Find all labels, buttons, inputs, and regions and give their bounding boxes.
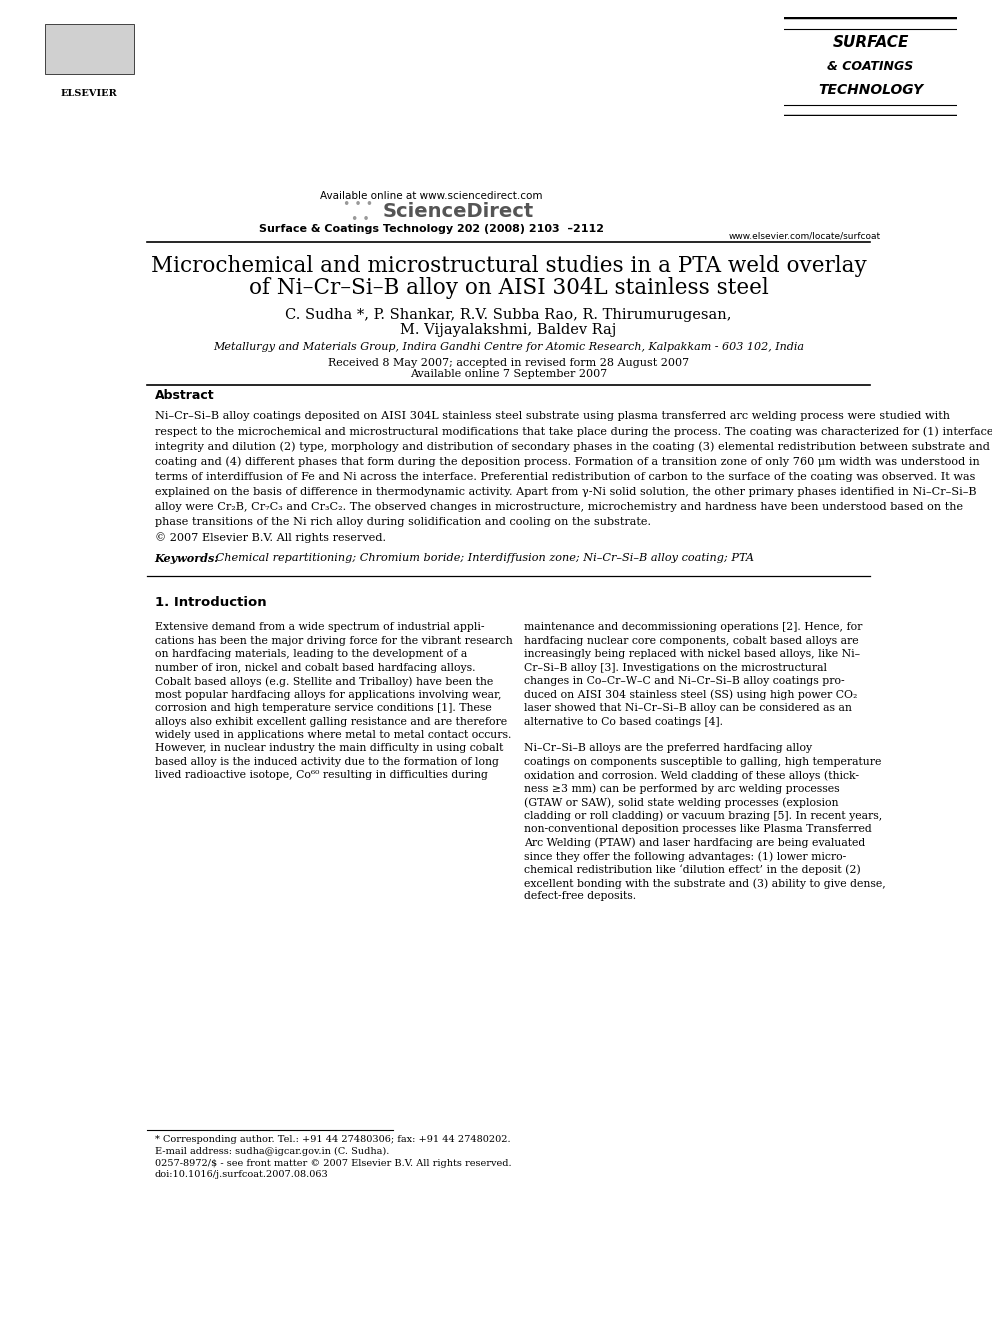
Text: E-mail address: sudha@igcar.gov.in (C. Sudha).: E-mail address: sudha@igcar.gov.in (C. S…	[155, 1147, 389, 1156]
Text: terms of interdiffusion of Fe and Ni across the interface. Preferential redistri: terms of interdiffusion of Fe and Ni acr…	[155, 472, 975, 482]
Text: excellent bonding with the substrate and (3) ability to give dense,: excellent bonding with the substrate and…	[524, 878, 886, 889]
Text: respect to the microchemical and microstructural modifications that take place d: respect to the microchemical and microst…	[155, 426, 992, 437]
Text: Keywords:: Keywords:	[155, 553, 219, 564]
Text: TECHNOLOGY: TECHNOLOGY	[818, 82, 923, 97]
Text: defect-free deposits.: defect-free deposits.	[524, 892, 636, 901]
Text: Available online at www.sciencedirect.com: Available online at www.sciencedirect.co…	[320, 192, 543, 201]
Text: (GTAW or SAW), solid state welding processes (explosion: (GTAW or SAW), solid state welding proce…	[524, 798, 838, 808]
Text: & COATINGS: & COATINGS	[827, 61, 914, 73]
Text: changes in Co–Cr–W–C and Ni–Cr–Si–B alloy coatings pro-: changes in Co–Cr–W–C and Ni–Cr–Si–B allo…	[524, 676, 844, 687]
Text: on hardfacing materials, leading to the development of a: on hardfacing materials, leading to the …	[155, 650, 467, 659]
Text: Available online 7 September 2007: Available online 7 September 2007	[410, 369, 607, 378]
Text: alloy were Cr₂B, Cr₇C₃ and Cr₃C₂. The observed changes in microstructure, microc: alloy were Cr₂B, Cr₇C₃ and Cr₃C₂. The ob…	[155, 501, 963, 512]
Text: ness ≥3 mm) can be performed by arc welding processes: ness ≥3 mm) can be performed by arc weld…	[524, 783, 839, 794]
Text: hardfacing nuclear core components, cobalt based alloys are: hardfacing nuclear core components, coba…	[524, 636, 858, 646]
Text: number of iron, nickel and cobalt based hardfacing alloys.: number of iron, nickel and cobalt based …	[155, 663, 475, 673]
Text: Surface & Coatings Technology 202 (2008) 2103  –2112: Surface & Coatings Technology 202 (2008)…	[259, 224, 604, 234]
Text: Received 8 May 2007; accepted in revised form 28 August 2007: Received 8 May 2007; accepted in revised…	[327, 357, 689, 368]
Text: since they offer the following advantages: (1) lower micro-: since they offer the following advantage…	[524, 851, 846, 861]
Text: Cr–Si–B alloy [3]. Investigations on the microstructural: Cr–Si–B alloy [3]. Investigations on the…	[524, 663, 826, 673]
Text: • • •
 • •: • • • • •	[343, 197, 374, 226]
Text: lived radioactive isotope, Co⁶⁰ resulting in difficulties during: lived radioactive isotope, Co⁶⁰ resultin…	[155, 770, 488, 781]
Text: laser showed that Ni–Cr–Si–B alloy can be considered as an: laser showed that Ni–Cr–Si–B alloy can b…	[524, 703, 852, 713]
Text: of Ni–Cr–Si–B alloy on AISI 304L stainless steel: of Ni–Cr–Si–B alloy on AISI 304L stainle…	[249, 277, 768, 299]
Text: Microchemical and microstructural studies in a PTA weld overlay: Microchemical and microstructural studie…	[151, 255, 866, 277]
Text: coating and (4) different phases that form during the deposition process. Format: coating and (4) different phases that fo…	[155, 456, 979, 467]
FancyBboxPatch shape	[45, 24, 134, 74]
Text: based alloy is the induced activity due to the formation of long: based alloy is the induced activity due …	[155, 757, 499, 767]
Text: ScienceDirect: ScienceDirect	[383, 202, 534, 221]
Text: phase transitions of the Ni rich alloy during solidification and cooling on the : phase transitions of the Ni rich alloy d…	[155, 517, 651, 527]
Text: alternative to Co based coatings [4].: alternative to Co based coatings [4].	[524, 717, 723, 726]
Text: Abstract: Abstract	[155, 389, 214, 402]
Text: Metallurgy and Materials Group, Indira Gandhi Centre for Atomic Research, Kalpak: Metallurgy and Materials Group, Indira G…	[213, 343, 804, 352]
Text: cladding or roll cladding) or vacuum brazing [5]. In recent years,: cladding or roll cladding) or vacuum bra…	[524, 811, 882, 822]
Text: maintenance and decommissioning operations [2]. Hence, for: maintenance and decommissioning operatio…	[524, 623, 862, 632]
Text: Ni–Cr–Si–B alloys are the preferred hardfacing alloy: Ni–Cr–Si–B alloys are the preferred hard…	[524, 744, 811, 754]
Text: M. Vijayalakshmi, Baldev Raj: M. Vijayalakshmi, Baldev Raj	[400, 323, 617, 337]
Text: Cobalt based alloys (e.g. Stellite and Triballoy) have been the: Cobalt based alloys (e.g. Stellite and T…	[155, 676, 493, 687]
Text: chemical redistribution like ‘dilution effect’ in the deposit (2): chemical redistribution like ‘dilution e…	[524, 864, 860, 876]
Text: © 2007 Elsevier B.V. All rights reserved.: © 2007 Elsevier B.V. All rights reserved…	[155, 532, 386, 542]
Text: duced on AISI 304 stainless steel (SS) using high power CO₂: duced on AISI 304 stainless steel (SS) u…	[524, 689, 857, 700]
Text: increasingly being replaced with nickel based alloys, like Ni–: increasingly being replaced with nickel …	[524, 650, 860, 659]
Text: ELSEVIER: ELSEVIER	[61, 90, 118, 98]
Text: Arc Welding (PTAW) and laser hardfacing are being evaluated: Arc Welding (PTAW) and laser hardfacing …	[524, 837, 865, 848]
Text: non-conventional deposition processes like Plasma Transferred: non-conventional deposition processes li…	[524, 824, 872, 835]
Text: However, in nuclear industry the main difficulty in using cobalt: However, in nuclear industry the main di…	[155, 744, 503, 754]
Text: doi:10.1016/j.surfcoat.2007.08.063: doi:10.1016/j.surfcoat.2007.08.063	[155, 1171, 328, 1179]
Text: explained on the basis of difference in thermodynamic activity. Apart from γ-Ni : explained on the basis of difference in …	[155, 487, 976, 496]
Text: Ni–Cr–Si–B alloy coatings deposited on AISI 304L stainless steel substrate using: Ni–Cr–Si–B alloy coatings deposited on A…	[155, 411, 949, 422]
Text: 0257-8972/$ - see front matter © 2007 Elsevier B.V. All rights reserved.: 0257-8972/$ - see front matter © 2007 El…	[155, 1159, 512, 1168]
Text: Chemical repartitioning; Chromium boride; Interdiffusion zone; Ni–Cr–Si–B alloy : Chemical repartitioning; Chromium boride…	[212, 553, 754, 564]
Text: C. Sudha *, P. Shankar, R.V. Subba Rao, R. Thirumurugesan,: C. Sudha *, P. Shankar, R.V. Subba Rao, …	[285, 308, 732, 321]
Text: coatings on components susceptible to galling, high temperature: coatings on components susceptible to ga…	[524, 757, 881, 767]
Text: corrosion and high temperature service conditions [1]. These: corrosion and high temperature service c…	[155, 703, 491, 713]
Text: SURFACE: SURFACE	[832, 36, 909, 50]
Text: oxidation and corrosion. Weld cladding of these alloys (thick-: oxidation and corrosion. Weld cladding o…	[524, 770, 859, 781]
Text: most popular hardfacing alloys for applications involving wear,: most popular hardfacing alloys for appli…	[155, 689, 501, 700]
Text: www.elsevier.com/locate/surfcoat: www.elsevier.com/locate/surfcoat	[728, 232, 881, 241]
Text: Extensive demand from a wide spectrum of industrial appli-: Extensive demand from a wide spectrum of…	[155, 623, 484, 632]
Text: integrity and dilution (2) type, morphology and distribution of secondary phases: integrity and dilution (2) type, morphol…	[155, 442, 990, 452]
Text: widely used in applications where metal to metal contact occurs.: widely used in applications where metal …	[155, 730, 511, 740]
Text: 1. Introduction: 1. Introduction	[155, 595, 267, 609]
Text: alloys also exhibit excellent galling resistance and are therefore: alloys also exhibit excellent galling re…	[155, 717, 507, 726]
Text: * Corresponding author. Tel.: +91 44 27480306; fax: +91 44 27480202.: * Corresponding author. Tel.: +91 44 274…	[155, 1135, 510, 1143]
Text: cations has been the major driving force for the vibrant research: cations has been the major driving force…	[155, 636, 513, 646]
